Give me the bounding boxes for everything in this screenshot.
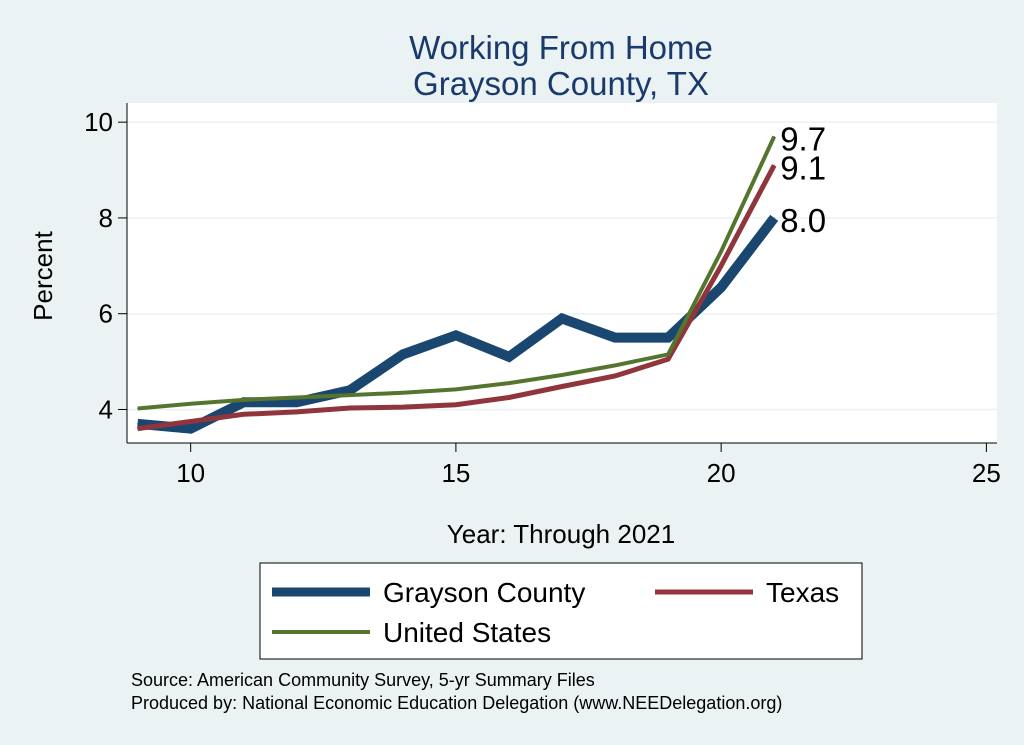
data-point-texas <box>773 164 775 166</box>
source-note: Source: American Community Survey, 5-yr … <box>131 670 595 690</box>
data-point-united-states <box>667 353 669 355</box>
legend-label-united-states: United States <box>383 617 551 648</box>
data-point-grayson-county <box>773 217 775 219</box>
data-point-texas <box>614 375 616 377</box>
x-axis-title: Year: Through 2021 <box>447 519 675 549</box>
y-axis-title: Percent <box>28 230 58 320</box>
y-tick-label: 6 <box>99 299 113 329</box>
data-point-grayson-county <box>190 428 192 430</box>
x-tick-label: 15 <box>441 458 470 488</box>
x-tick-label: 20 <box>707 458 736 488</box>
legend-label-texas: Texas <box>766 577 839 608</box>
data-point-grayson-county <box>349 389 351 391</box>
legend-box <box>259 562 863 660</box>
data-point-grayson-county <box>296 401 298 403</box>
data-point-grayson-county <box>455 334 457 336</box>
data-point-texas <box>667 358 669 360</box>
y-tick-label: 4 <box>99 394 113 424</box>
data-point-united-states <box>402 392 404 394</box>
data-point-united-states <box>243 399 245 401</box>
end-label-united-states: 9.7 <box>780 121 826 158</box>
data-point-grayson-county <box>561 317 563 319</box>
data-point-grayson-county <box>720 286 722 288</box>
data-point-texas <box>402 406 404 408</box>
data-point-texas <box>243 413 245 415</box>
y-tick-label: 10 <box>84 107 113 137</box>
chart-title-line-1: Working From Home <box>409 29 713 66</box>
data-point-grayson-county <box>402 353 404 355</box>
producer-note: Produced by: National Economic Education… <box>131 693 782 713</box>
data-point-grayson-county <box>243 401 245 403</box>
data-point-grayson-county <box>667 337 669 339</box>
data-point-united-states <box>720 250 722 252</box>
x-tick-label: 10 <box>176 458 205 488</box>
plot-area <box>127 103 997 443</box>
y-tick-label: 8 <box>99 203 113 233</box>
data-point-united-states <box>561 374 563 376</box>
data-point-texas <box>190 420 192 422</box>
data-point-texas <box>720 265 722 267</box>
axis-ticks: 4 6 8 10 10 15 20 25 <box>84 107 1001 488</box>
data-point-texas <box>561 385 563 387</box>
end-value-labels: 8.0 9.19.7 <box>780 121 826 239</box>
x-tick-label: 25 <box>972 458 1001 488</box>
data-point-grayson-county <box>137 423 139 425</box>
data-point-united-states <box>508 382 510 384</box>
data-point-texas <box>137 428 139 430</box>
series-lines <box>137 135 779 434</box>
data-point-texas <box>455 404 457 406</box>
data-point-united-states <box>614 364 616 366</box>
data-point-grayson-county <box>614 337 616 339</box>
end-label-grayson-county: 8.0 <box>780 202 826 239</box>
data-point-united-states <box>137 408 139 410</box>
data-point-united-states <box>296 397 298 399</box>
data-point-united-states <box>773 136 775 138</box>
legend-label-grayson-county: Grayson County <box>383 577 585 608</box>
data-point-texas <box>296 411 298 413</box>
end-label-texas: 9.1 <box>780 149 826 186</box>
data-point-texas <box>508 397 510 399</box>
data-point-texas <box>349 407 351 409</box>
data-point-grayson-county <box>508 356 510 358</box>
data-point-united-states <box>190 403 192 405</box>
data-point-united-states <box>349 394 351 396</box>
chart-title-line-2: Grayson County, TX <box>413 65 709 102</box>
gridlines <box>127 121 997 411</box>
data-point-united-states <box>455 388 457 390</box>
